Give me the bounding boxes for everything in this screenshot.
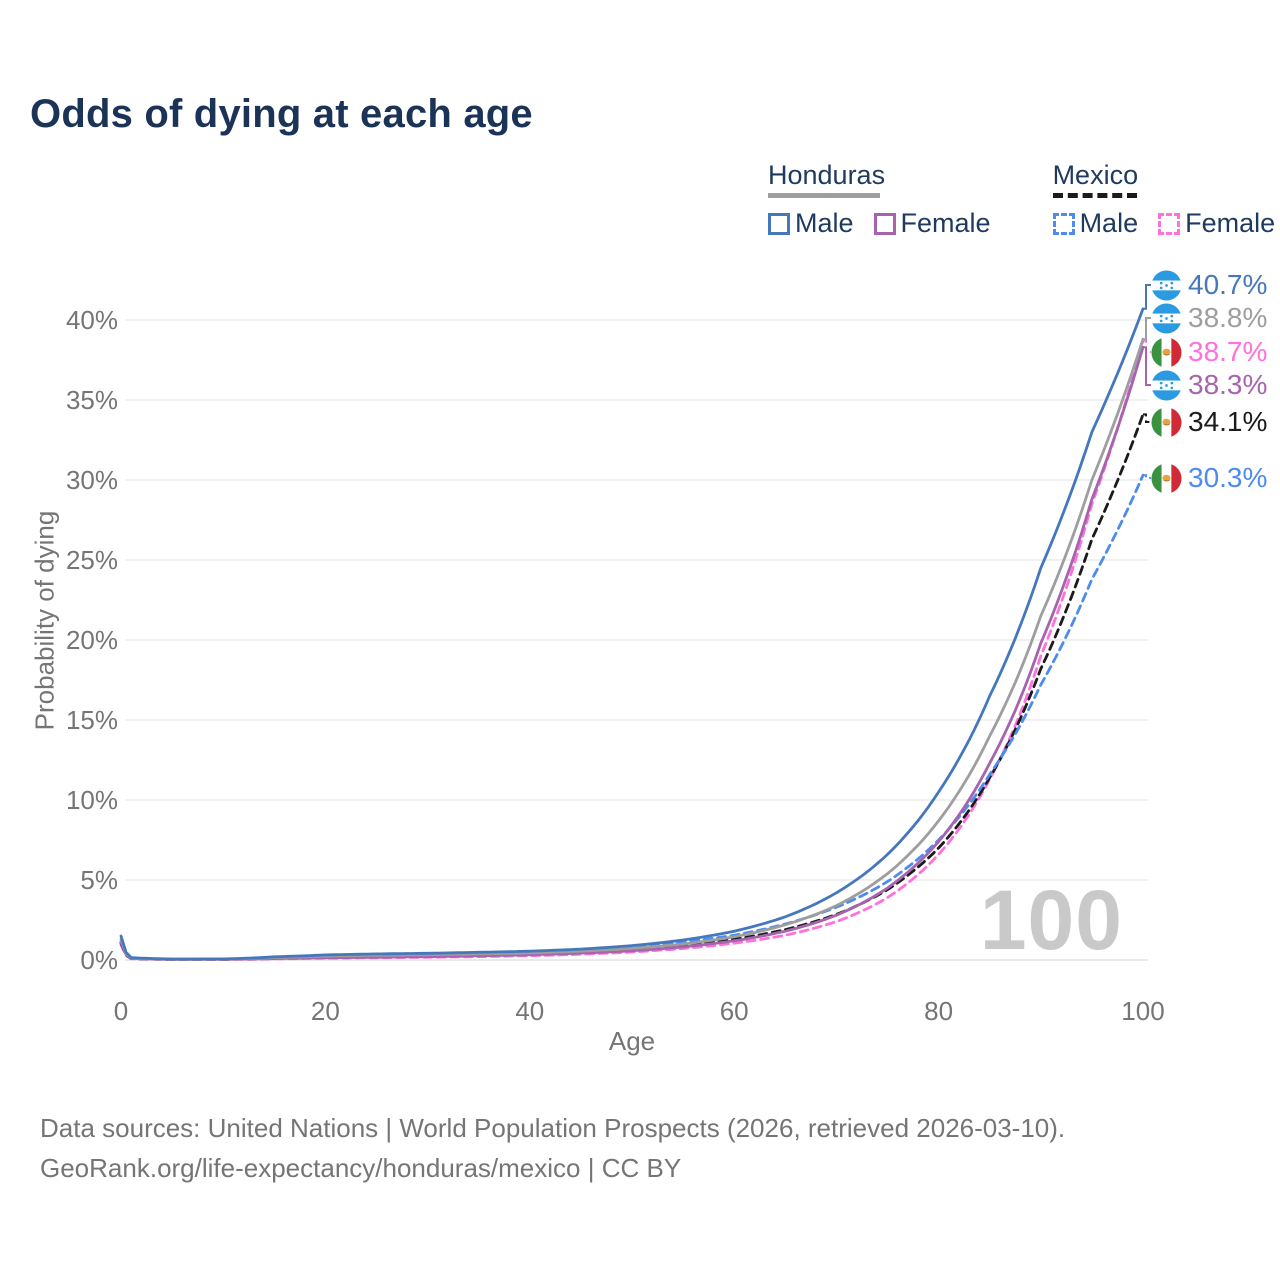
honduras-flag-icon [1151,269,1182,301]
mexico-male-swatch-icon [1052,212,1075,235]
legend-item-honduras-male[interactable]: Male [768,208,854,239]
mexico-flag-icon [1151,462,1182,494]
end-label: 38.3% [1151,369,1267,401]
honduras-female-line [119,345,1145,961]
honduras-both-sexes-line [119,337,1145,961]
end-label-value: 38.7% [1188,336,1268,367]
label-connector [1143,284,1151,310]
legend-item-mexico-male[interactable]: Male [1052,208,1139,239]
end-label: 34.1% [1151,406,1267,438]
mexico-male-line [119,473,1145,961]
legend: Honduras Male Female Mexico Male [768,160,1275,239]
attribution-line: GeoRank.org/life-expectancy/honduras/mex… [40,1153,682,1183]
end-label-value: 38.8% [1188,302,1268,333]
legend-group-mexico: Mexico Male Female [1052,160,1275,239]
mexico-female-line [119,339,1145,961]
y-tick-label: 20% [65,625,118,655]
mexico-flag-icon [1151,406,1182,438]
end-label: 38.7% [1151,336,1267,368]
legend-item-label: Male [795,208,854,238]
y-tick-label: 25% [65,545,118,575]
mexico-line-style-swatch [1052,193,1137,198]
honduras-flag-icon [1151,369,1182,401]
legend-item-mexico-female[interactable]: Female [1158,208,1275,239]
end-label-value: 30.3% [1188,462,1268,493]
honduras-female-swatch-icon [873,212,896,235]
y-tick-label: 15% [65,705,118,735]
footer: Data sources: United Nations | World Pop… [40,1108,1065,1188]
legend-country-label: Honduras [768,160,886,190]
end-label: 30.3% [1151,462,1267,494]
y-tick-label: 30% [65,465,118,495]
mexico-flag-icon [1151,336,1182,368]
end-label-value: 34.1% [1188,406,1268,437]
legend-country-label: Mexico [1052,160,1139,190]
x-axis-title: Age [608,1026,656,1056]
label-connector [1143,346,1151,386]
data-sources-line: Data sources: United Nations | World Pop… [40,1113,1066,1143]
legend-item-label: Male [1079,208,1139,238]
y-tick-label: 5% [80,865,118,895]
label-connector [1143,339,1151,353]
end-label-value: 38.3% [1188,369,1268,400]
honduras-male-line [119,307,1145,961]
x-tick-label: 80 [924,996,954,1026]
honduras-male-swatch-icon [768,212,790,235]
x-tick-label: 20 [310,996,340,1026]
page-title: Odds of dying at each age [30,92,533,136]
legend-group-honduras: Honduras Male Female [768,160,991,239]
legend-item-label: Female [900,208,991,238]
end-label: 38.8% [1151,302,1267,334]
legend-item-label: Female [1185,208,1276,238]
age-watermark: 100 [979,873,1123,967]
label-connector [1143,474,1151,479]
x-tick-label: 100 [1121,996,1165,1026]
x-tick-label: 40 [515,996,545,1026]
label-connector [1143,317,1151,341]
y-tick-label: 0% [80,945,118,975]
x-tick-label: 60 [719,996,749,1026]
honduras-flag-icon [1151,302,1182,334]
mexico-both-sexes-line [119,413,1145,961]
x-tick-label: 0 [113,996,129,1026]
end-label-value: 40.7% [1188,269,1268,300]
label-connector [1143,413,1151,423]
legend-item-honduras-female[interactable]: Female [873,208,991,239]
end-label: 40.7% [1151,269,1267,301]
y-tick-label: 10% [65,785,118,815]
honduras-line-style-swatch [768,193,880,198]
y-tick-label: 35% [65,385,118,415]
y-tick-label: 40% [65,305,118,335]
mexico-female-swatch-icon [1158,212,1181,235]
